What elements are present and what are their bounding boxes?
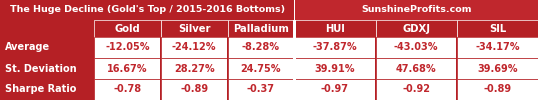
Bar (228, 58, 294, 79)
Bar (94, 37, 161, 58)
Bar (375, 37, 376, 100)
Text: GDXJ: GDXJ (402, 24, 430, 34)
Text: 28.27%: 28.27% (174, 64, 215, 74)
Text: -0.97: -0.97 (321, 84, 349, 94)
Text: -24.12%: -24.12% (172, 42, 216, 52)
Text: Silver: Silver (178, 24, 210, 34)
Text: 39.91%: 39.91% (315, 64, 355, 74)
Text: Gold: Gold (115, 24, 140, 34)
Bar (228, 37, 294, 58)
Bar (457, 20, 538, 37)
Bar (94, 58, 161, 79)
Text: St. Deviation: St. Deviation (5, 64, 76, 74)
Text: -37.87%: -37.87% (313, 42, 357, 52)
Text: 16.67%: 16.67% (107, 64, 148, 74)
Text: -43.03%: -43.03% (394, 42, 438, 52)
Bar (227, 37, 228, 100)
Text: Average: Average (5, 42, 50, 52)
Bar (457, 79, 538, 100)
Text: -0.92: -0.92 (402, 84, 430, 94)
Bar (294, 37, 376, 58)
Text: Sharpe Ratio: Sharpe Ratio (5, 84, 76, 94)
Bar (228, 20, 294, 37)
Text: The Huge Decline (Gold's Top / 2015-2016 Bottoms): The Huge Decline (Gold's Top / 2015-2016… (10, 6, 285, 14)
Text: Palladium: Palladium (233, 24, 289, 34)
Bar (294, 20, 376, 37)
Bar (161, 20, 228, 37)
Text: -0.89: -0.89 (483, 84, 512, 94)
Text: -8.28%: -8.28% (242, 42, 280, 52)
Bar (457, 58, 538, 79)
Bar (160, 37, 161, 100)
Bar (94, 79, 161, 100)
Text: -34.17%: -34.17% (475, 42, 520, 52)
Bar (376, 37, 457, 58)
Bar (376, 58, 457, 79)
Text: 24.75%: 24.75% (240, 64, 281, 74)
Bar (0, 79, 94, 100)
Text: 47.68%: 47.68% (396, 64, 436, 74)
Bar (161, 58, 228, 79)
Text: -12.05%: -12.05% (105, 42, 150, 52)
Bar (294, 0, 295, 20)
Bar (294, 37, 295, 100)
Bar (294, 58, 376, 79)
Bar (456, 37, 457, 100)
Bar (94, 20, 161, 37)
Bar (294, 0, 538, 20)
Bar (0, 58, 94, 79)
Text: 39.69%: 39.69% (477, 64, 518, 74)
Bar (0, 20, 94, 37)
Text: -0.37: -0.37 (247, 84, 275, 94)
Bar (376, 20, 457, 37)
Bar (457, 37, 538, 58)
Text: HUI: HUI (325, 24, 345, 34)
Bar (161, 37, 228, 58)
Bar (293, 20, 296, 100)
Bar (228, 79, 294, 100)
Bar (0, 0, 294, 20)
Bar (376, 79, 457, 100)
Text: -0.78: -0.78 (114, 84, 141, 94)
Bar (161, 79, 228, 100)
Text: SunshineProfits.com: SunshineProfits.com (361, 6, 471, 14)
Text: SIL: SIL (489, 24, 506, 34)
Bar (0, 37, 94, 58)
Text: -0.89: -0.89 (180, 84, 208, 94)
Bar (294, 79, 376, 100)
